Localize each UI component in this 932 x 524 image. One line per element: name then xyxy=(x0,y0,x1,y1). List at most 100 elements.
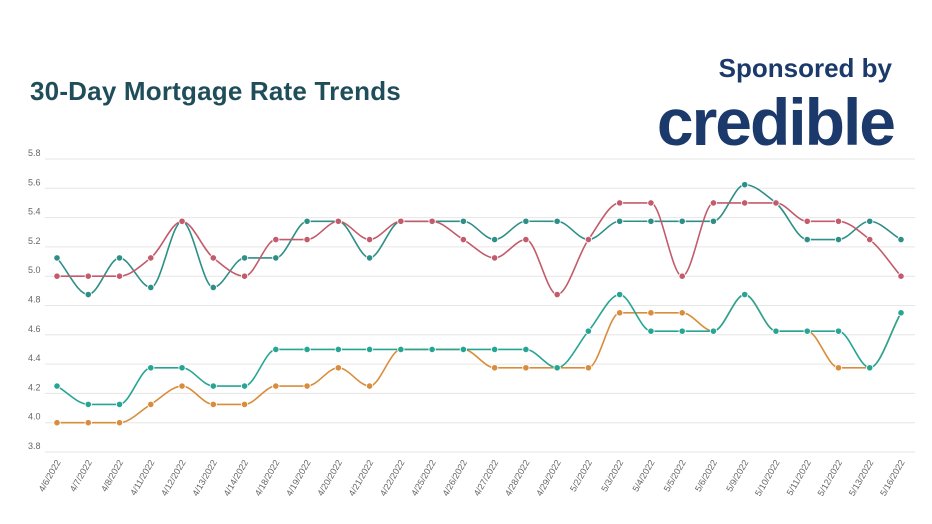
data-point xyxy=(803,217,811,225)
data-point xyxy=(616,290,624,299)
data-point xyxy=(115,272,124,280)
x-tick-label: 4/13/2022 xyxy=(190,458,219,498)
data-point xyxy=(272,235,280,244)
data-point xyxy=(272,345,280,354)
data-point xyxy=(303,382,311,390)
y-tick-label: 4.6 xyxy=(28,324,41,334)
data-point xyxy=(334,364,342,372)
data-point xyxy=(334,217,342,225)
data-point xyxy=(709,199,718,207)
y-tick-label: 5.2 xyxy=(28,236,41,246)
data-point xyxy=(53,254,61,262)
data-point xyxy=(115,400,124,408)
data-point xyxy=(647,327,655,335)
y-tick-label: 4.4 xyxy=(28,353,41,363)
x-tick-label: 4/22/2022 xyxy=(378,458,407,498)
data-point xyxy=(365,382,374,390)
data-point xyxy=(178,217,186,225)
data-point xyxy=(53,272,61,280)
data-point xyxy=(897,235,905,244)
data-point xyxy=(428,345,436,354)
data-point xyxy=(553,290,561,299)
data-point xyxy=(397,345,405,354)
chart-title: 30-Day Mortgage Rate Trends xyxy=(30,76,401,106)
data-point xyxy=(647,309,655,317)
y-tick-label: 4.0 xyxy=(28,412,41,422)
series-line-2 xyxy=(57,293,902,424)
data-point xyxy=(303,345,311,354)
data-point xyxy=(365,235,374,244)
x-tick-label: 4/27/2022 xyxy=(472,458,501,498)
data-point xyxy=(365,345,374,354)
data-point xyxy=(397,217,405,225)
data-point xyxy=(115,419,124,427)
data-point xyxy=(897,309,905,317)
y-tick-label: 5.8 xyxy=(28,148,41,158)
x-tick-label: 5/16/2022 xyxy=(878,458,907,498)
data-point xyxy=(147,283,155,292)
data-point xyxy=(491,345,499,354)
credible-logo: credible xyxy=(656,85,896,159)
x-tick-label: 4/18/2022 xyxy=(253,458,282,498)
y-tick-label: 4.8 xyxy=(28,295,41,305)
x-tick-label: 5/13/2022 xyxy=(847,458,876,498)
data-point xyxy=(553,364,561,372)
data-point xyxy=(84,290,92,299)
data-point xyxy=(240,382,249,390)
data-point xyxy=(584,235,593,244)
data-point xyxy=(272,382,280,390)
x-tick-label: 5/9/2022 xyxy=(724,458,750,493)
y-tick-label: 3.8 xyxy=(28,441,41,451)
data-point xyxy=(741,199,749,207)
data-point xyxy=(428,217,436,225)
data-point xyxy=(240,272,249,280)
x-tick-label: 4/19/2022 xyxy=(284,458,313,498)
data-point xyxy=(147,254,155,262)
data-point xyxy=(678,309,686,317)
data-point xyxy=(834,235,843,244)
x-tick-label: 4/26/2022 xyxy=(440,458,469,498)
y-tick-label: 5.4 xyxy=(28,207,41,217)
x-tick-label: 4/29/2022 xyxy=(534,458,563,498)
x-tick-label: 4/21/2022 xyxy=(347,458,376,498)
y-tick-label: 5.0 xyxy=(28,265,41,275)
data-point xyxy=(209,400,217,408)
series-line-1 xyxy=(56,202,902,296)
data-point xyxy=(709,217,718,225)
data-point xyxy=(178,382,186,390)
x-tick-label: 4/20/2022 xyxy=(315,458,344,498)
x-tick-label: 5/12/2022 xyxy=(816,458,845,498)
data-point xyxy=(772,199,780,207)
data-point xyxy=(834,327,843,335)
data-point xyxy=(459,345,467,354)
data-point xyxy=(178,364,186,372)
series-line-0 xyxy=(56,183,902,296)
data-point xyxy=(616,309,624,317)
data-point xyxy=(84,400,92,408)
data-point xyxy=(522,235,530,244)
data-point xyxy=(866,235,874,244)
y-tick-label: 4.2 xyxy=(28,382,41,392)
data-point xyxy=(616,217,624,225)
data-point xyxy=(491,235,499,244)
data-point xyxy=(240,254,249,262)
data-point xyxy=(834,364,843,372)
data-point xyxy=(834,217,843,225)
x-tick-label: 4/25/2022 xyxy=(409,458,438,498)
x-tick-label: 4/8/2022 xyxy=(99,458,125,493)
x-tick-label: 5/6/2022 xyxy=(693,458,719,493)
x-tick-label: 5/5/2022 xyxy=(662,458,688,493)
x-tick-label: 5/2/2022 xyxy=(568,458,594,493)
data-point xyxy=(741,290,749,299)
data-point xyxy=(459,217,467,225)
x-tick-label: 5/11/2022 xyxy=(785,458,813,497)
x-tick-label: 4/7/2022 xyxy=(68,458,94,493)
data-point xyxy=(553,217,561,225)
data-point xyxy=(584,364,593,372)
data-point xyxy=(147,364,155,372)
x-tick-label: 4/12/2022 xyxy=(159,458,188,498)
data-point xyxy=(866,217,874,225)
x-tick-label: 5/4/2022 xyxy=(630,458,656,493)
data-point xyxy=(678,327,686,335)
